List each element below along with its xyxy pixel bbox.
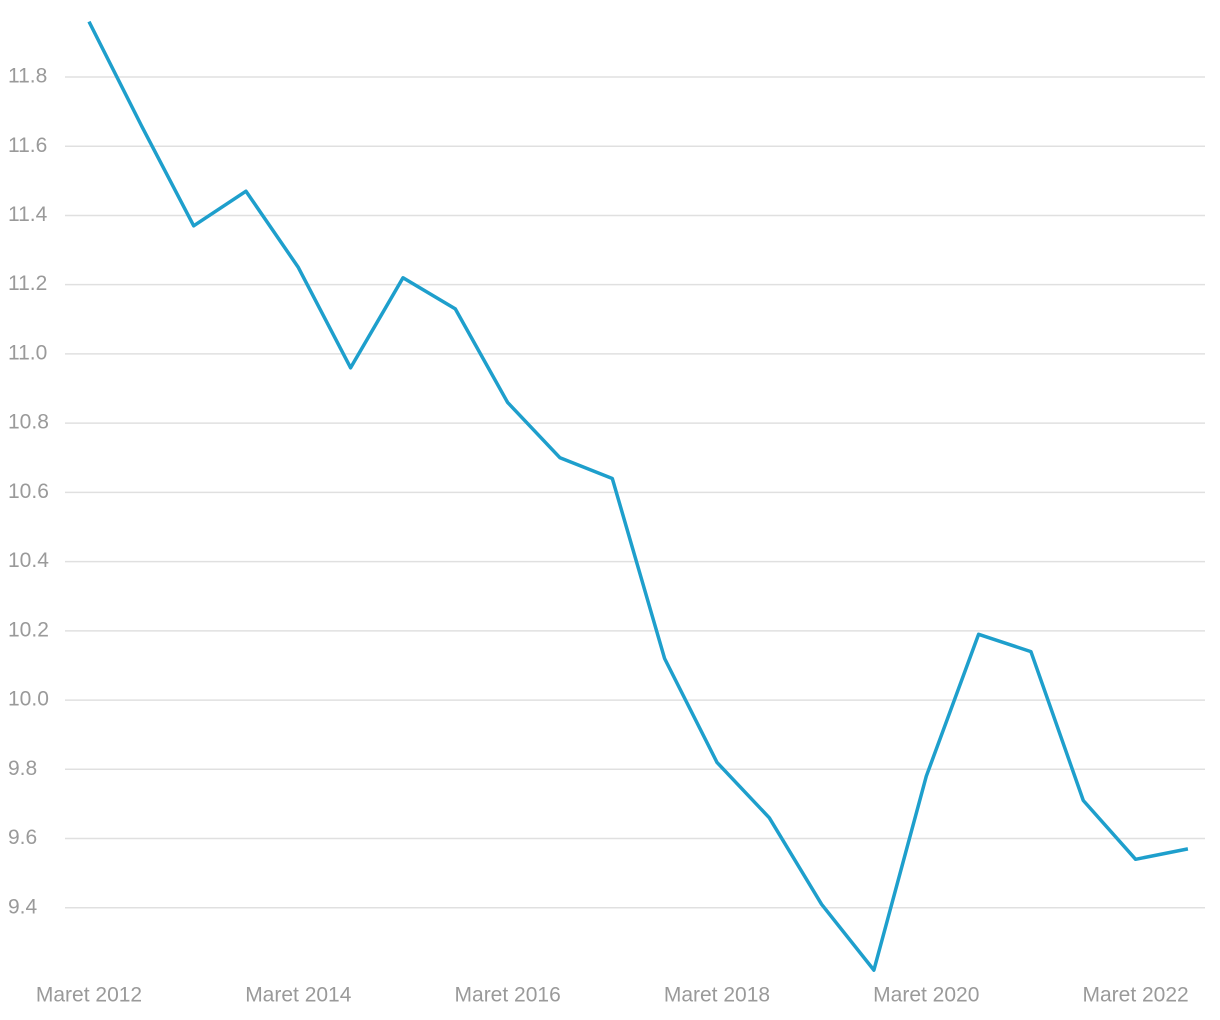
- x-tick-label: Maret 2012: [36, 984, 142, 1007]
- y-tick-label: 11.0: [8, 341, 47, 364]
- y-tick-label: 9.8: [8, 757, 37, 780]
- y-tick-label: 11.2: [8, 272, 47, 295]
- y-tick-label: 10.6: [8, 480, 49, 503]
- y-tick-label: 10.2: [8, 618, 49, 641]
- data-line: [87, 20, 1189, 972]
- y-tick-label: 9.6: [8, 826, 37, 849]
- x-tick-label: Maret 2014: [245, 984, 352, 1007]
- x-tick-label: Maret 2020: [873, 984, 979, 1007]
- x-tick-label: Maret 2016: [455, 984, 561, 1007]
- y-tick-label: 11.4: [8, 203, 48, 226]
- y-tick-label: 11.6: [8, 134, 47, 157]
- y-tick-label: 10.4: [8, 549, 49, 572]
- x-tick-label: Maret 2018: [664, 984, 770, 1007]
- x-tick-label: Maret 2022: [1082, 984, 1188, 1007]
- y-tick-label: 9.4: [8, 895, 38, 918]
- y-tick-label: 10.8: [8, 411, 49, 434]
- y-tick-label: 10.0: [8, 688, 49, 711]
- y-tick-label: 11.8: [8, 65, 47, 88]
